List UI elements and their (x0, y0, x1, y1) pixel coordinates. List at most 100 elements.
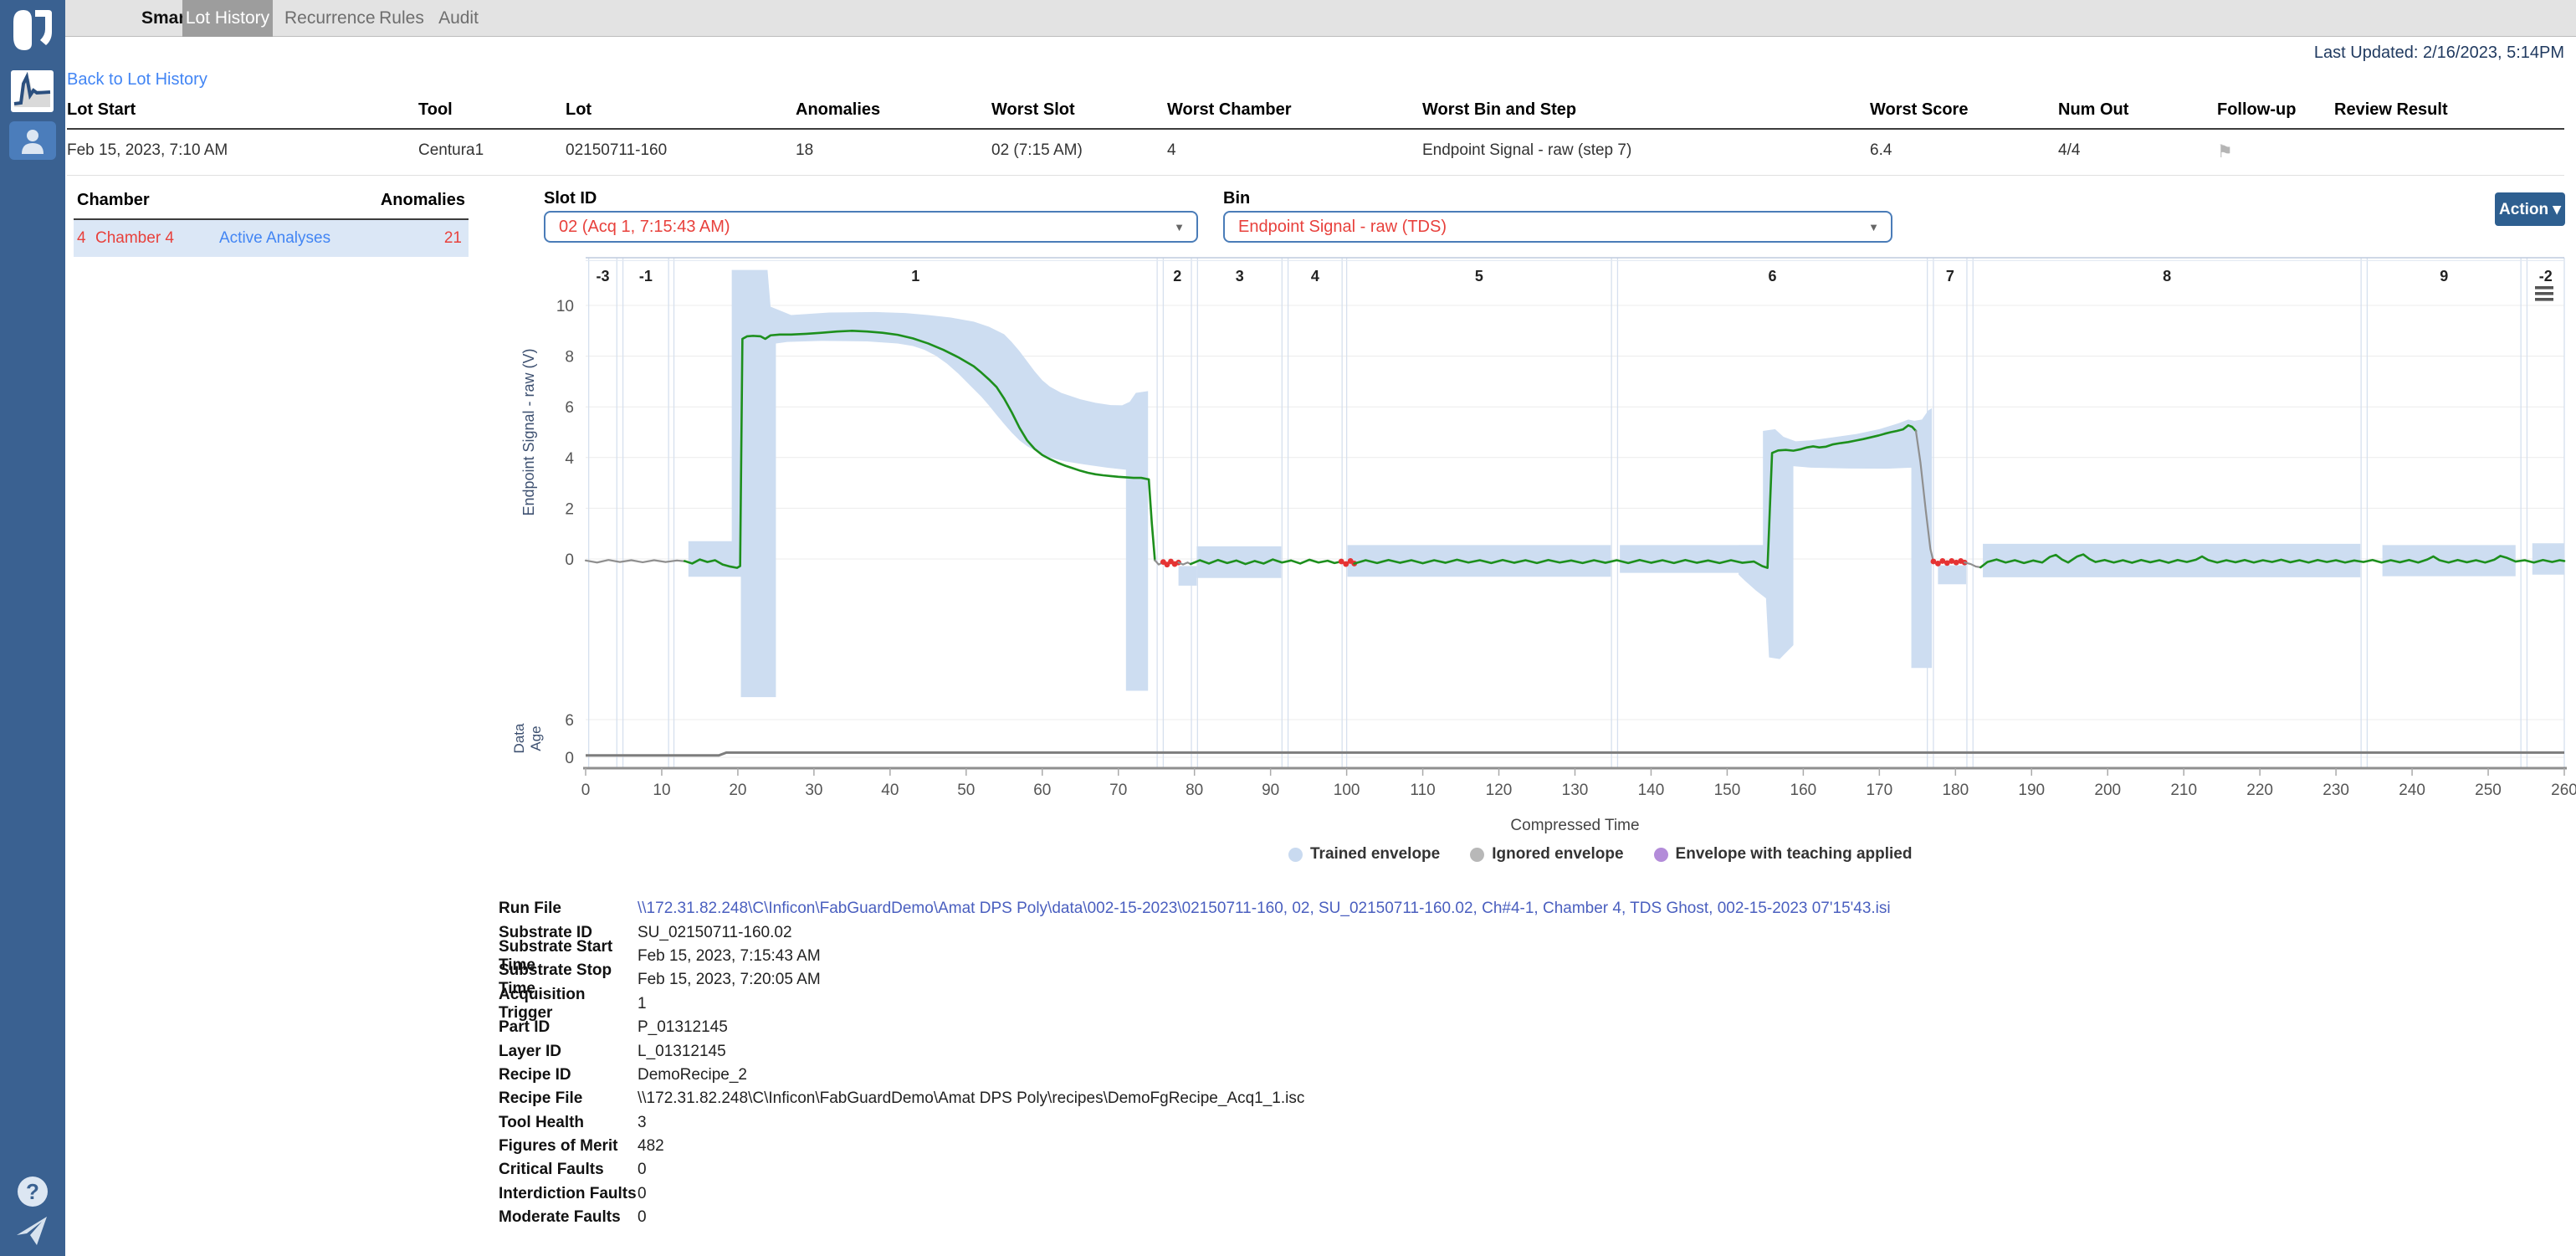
detail-label: Figures of Merit (499, 1137, 638, 1156)
inficon-logo[interactable] (7, 7, 59, 54)
svg-text:260: 260 (2551, 782, 2576, 799)
cell-lot-start: Feb 15, 2023, 7:10 AM (67, 130, 418, 176)
legend-dot-icon (1470, 848, 1484, 862)
detail-row: Recipe IDDemoRecipe_2 (499, 1064, 1891, 1087)
active-analyses-link[interactable]: Active Analyses (196, 229, 444, 248)
svg-text:2: 2 (565, 500, 574, 518)
legend-label: Trained envelope (1310, 845, 1440, 864)
cell-worst-bin-step: Endpoint Signal - raw (step 7) (1422, 130, 1870, 176)
cell-worst-score: 6.4 (1870, 130, 2058, 176)
chevron-down-icon: ▼ (1174, 221, 1196, 233)
svg-text:120: 120 (1486, 782, 1513, 799)
detail-label: Run File (499, 900, 638, 918)
back-to-lot-history-link[interactable]: Back to Lot History (67, 70, 207, 90)
svg-text:10: 10 (653, 782, 670, 799)
bin-select[interactable]: Endpoint Signal - raw (TDS) ▼ (1223, 211, 1892, 243)
envelope-chart: 024681006-3-1123456789-20102030405060708… (494, 251, 2576, 854)
lot-table-row[interactable]: Feb 15, 2023, 7:10 AM Centura1 02150711-… (67, 130, 2564, 176)
cell-tool: Centura1 (418, 130, 566, 176)
help-icon[interactable]: ? (18, 1177, 48, 1207)
svg-text:Age: Age (528, 725, 544, 751)
svg-text:6: 6 (565, 399, 574, 417)
detail-value: L_01312145 (638, 1043, 726, 1061)
detail-label: Tool Health (499, 1114, 638, 1132)
tab-recurrence[interactable]: Recurrence (284, 0, 368, 37)
fabguard-chart-icon[interactable] (11, 70, 54, 112)
bin-label: Bin (1223, 189, 1250, 208)
detail-value: P_01312145 (638, 1018, 728, 1037)
detail-row: Substrate IDSU_02150711-160.02 (499, 920, 1891, 944)
svg-text:9: 9 (2440, 268, 2448, 285)
slot-id-value: 02 (Acq 1, 7:15:43 AM) (545, 218, 1174, 237)
tab-rules[interactable]: Rules (376, 0, 427, 37)
envelope-chart-svg[interactable]: 024681006-3-1123456789-20102030405060708… (494, 251, 2576, 854)
chamber-table-header: Chamber Anomalies (74, 186, 469, 220)
chart-menu-icon[interactable] (2535, 286, 2553, 301)
detail-row: Substrate Start TimeFeb 15, 2023, 7:15:4… (499, 945, 1891, 968)
svg-text:10: 10 (556, 298, 574, 315)
svg-text:8: 8 (2163, 268, 2171, 285)
detail-label: Recipe ID (499, 1066, 638, 1084)
last-updated-text: Last Updated: 2/16/2023, 5:14PM (2314, 44, 2564, 63)
person-icon (18, 127, 48, 154)
send-feedback-icon[interactable] (13, 1212, 50, 1248)
svg-text:6: 6 (565, 712, 574, 730)
detail-label: Part ID (499, 1018, 638, 1037)
lot-table-header-row: Lot Start Tool Lot Anomalies Worst Slot … (67, 94, 2564, 130)
run-details-list: Run File\\172.31.82.248\C\Inficon\FabGua… (499, 897, 1891, 1229)
detail-value: 482 (638, 1137, 664, 1156)
chamber-row[interactable]: 4 Chamber 4 Active Analyses 21 (74, 220, 469, 257)
svg-text:1: 1 (911, 268, 919, 285)
svg-text:0: 0 (565, 551, 574, 569)
detail-row: Interdiction Faults0 (499, 1182, 1891, 1206)
follow-up-flag-icon[interactable]: ⚑ (2217, 130, 2334, 176)
svg-text:100: 100 (1334, 782, 1360, 799)
svg-text:-1: -1 (639, 268, 653, 285)
chamber-number: 4 (74, 229, 95, 248)
svg-text:80: 80 (1186, 782, 1203, 799)
detail-label: Interdiction Faults (499, 1185, 638, 1203)
cell-num-out: 4/4 (2058, 130, 2217, 176)
slot-id-select[interactable]: 02 (Acq 1, 7:15:43 AM) ▼ (544, 211, 1198, 243)
detail-value: 1 (638, 995, 647, 1013)
svg-text:2: 2 (1173, 268, 1181, 285)
legend-item-0[interactable]: Trained envelope (1288, 845, 1440, 864)
svg-text:Data: Data (511, 723, 527, 753)
svg-text:6: 6 (1769, 268, 1777, 285)
detail-row: Substrate Stop TimeFeb 15, 2023, 7:20:05… (499, 968, 1891, 992)
col-tool: Tool (418, 94, 566, 128)
svg-text:250: 250 (2475, 782, 2502, 799)
top-tab-bar: SmartFDC Lot History Recurrence Rules Au… (65, 0, 2576, 37)
detail-row: Critical Faults0 (499, 1158, 1891, 1182)
action-button[interactable]: Action ▾ (2495, 192, 2565, 226)
col-num-out: Num Out (2058, 94, 2217, 128)
detail-value: Feb 15, 2023, 7:20:05 AM (638, 971, 821, 989)
svg-text:-3: -3 (596, 268, 609, 285)
col-anomalies: Anomalies (796, 94, 991, 128)
legend-dot-icon (1288, 848, 1303, 862)
svg-text:50: 50 (957, 782, 975, 799)
legend-item-1[interactable]: Ignored envelope (1470, 845, 1623, 864)
svg-text:180: 180 (1942, 782, 1969, 799)
col-worst-bin-step: Worst Bin and Step (1422, 94, 1870, 128)
run-file-link[interactable]: \\172.31.82.248\C\Inficon\FabGuardDemo\A… (638, 900, 1891, 918)
detail-value: \\172.31.82.248\C\Inficon\FabGuardDemo\A… (638, 1089, 1304, 1108)
user-profile-button[interactable] (9, 121, 56, 160)
svg-text:200: 200 (2094, 782, 2121, 799)
tab-audit[interactable]: Audit (433, 0, 484, 37)
cell-review-result (2334, 130, 2564, 176)
detail-label: Critical Faults (499, 1161, 638, 1179)
detail-row: Recipe File\\172.31.82.248\C\Inficon\Fab… (499, 1087, 1891, 1110)
svg-text:-2: -2 (2539, 268, 2553, 285)
detail-row: Acquisition Trigger1 (499, 992, 1891, 1016)
svg-text:110: 110 (1410, 782, 1435, 799)
col-worst-score: Worst Score (1870, 94, 2058, 128)
svg-text:4: 4 (1311, 268, 1319, 285)
legend-item-2[interactable]: Envelope with teaching applied (1654, 845, 1913, 864)
tab-lot-history[interactable]: Lot History (182, 0, 273, 37)
col-lot-start: Lot Start (67, 94, 418, 128)
svg-text:Endpoint Signal - raw (V): Endpoint Signal - raw (V) (520, 348, 537, 515)
col-worst-chamber: Worst Chamber (1167, 94, 1422, 128)
detail-row: Tool Health3 (499, 1111, 1891, 1135)
chamber-table: Chamber Anomalies 4 Chamber 4 Active Ana… (74, 186, 469, 257)
